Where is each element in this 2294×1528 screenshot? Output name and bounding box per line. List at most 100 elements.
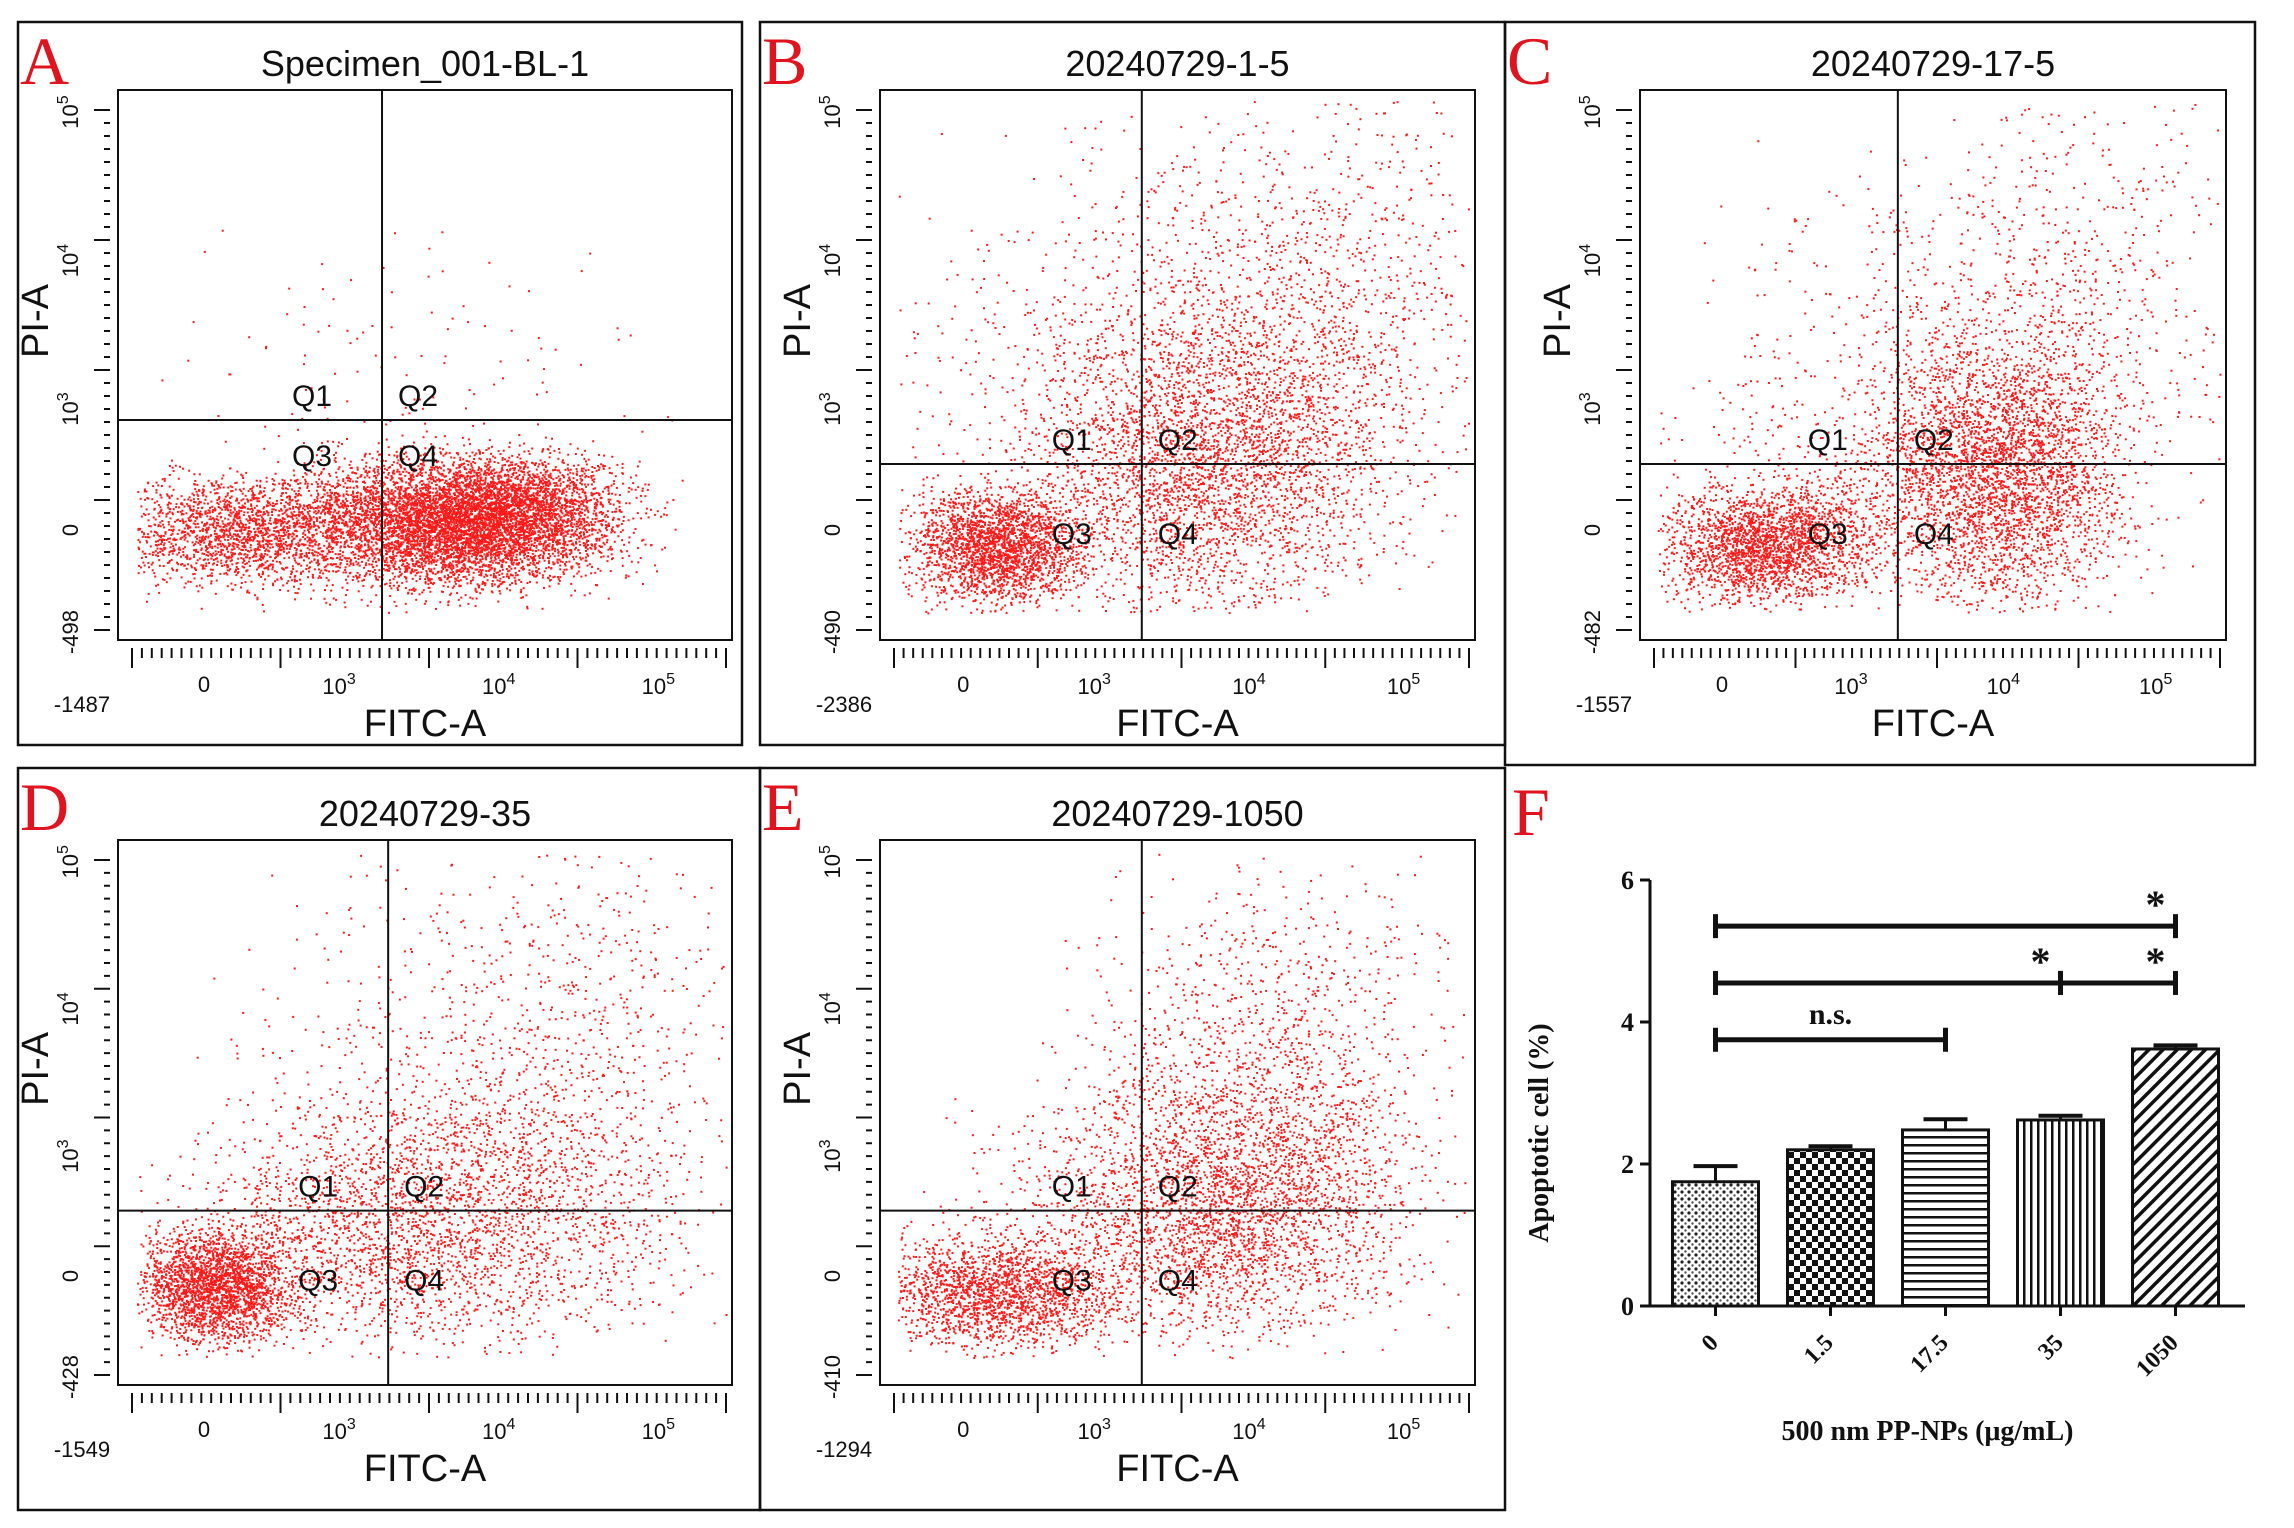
event-dot <box>355 574 358 577</box>
event-dot <box>220 483 223 486</box>
event-dot <box>322 550 325 553</box>
event-dot <box>386 536 389 539</box>
event-dot <box>388 535 391 538</box>
event-dot <box>388 515 391 518</box>
event-dot <box>607 597 610 600</box>
event-dot <box>285 531 288 534</box>
event-dot <box>523 539 526 542</box>
event-dot <box>570 594 573 597</box>
event-dot <box>317 552 320 554</box>
event-dot <box>281 487 284 490</box>
event-dot <box>304 480 307 483</box>
event-dot <box>444 523 447 526</box>
event-dot <box>329 494 332 497</box>
event-dot <box>373 529 376 532</box>
event-dot <box>471 597 474 600</box>
event-dot <box>223 505 226 508</box>
event-dot <box>285 544 288 547</box>
event-dot <box>149 545 152 548</box>
event-dot <box>440 571 443 574</box>
event-dot <box>209 515 212 518</box>
event-dot <box>240 499 243 502</box>
event-dot <box>277 553 280 556</box>
event-dot <box>350 494 353 497</box>
event-dot <box>358 513 361 516</box>
event-dot <box>455 467 458 470</box>
event-dot <box>334 515 336 518</box>
event-dot <box>442 585 445 588</box>
event-dot <box>280 576 282 579</box>
event-dot <box>447 566 450 569</box>
event-dot <box>391 572 394 575</box>
event-dot <box>341 532 344 535</box>
event-dot <box>295 530 298 533</box>
event-dot <box>334 509 337 512</box>
event-dot <box>210 518 213 521</box>
event-dot <box>262 544 265 547</box>
event-dot <box>309 505 312 508</box>
event-dot <box>156 547 159 550</box>
event-dot <box>376 450 379 453</box>
event-dot <box>310 583 313 586</box>
event-dot <box>382 481 385 484</box>
event-dot <box>428 474 430 477</box>
event-dot <box>484 462 487 465</box>
event-dot <box>260 530 263 532</box>
event-dot <box>529 580 531 583</box>
event-dot <box>377 468 380 471</box>
event-dot <box>206 575 209 577</box>
event-dot <box>313 521 315 524</box>
event-dot <box>234 482 237 485</box>
event-dot <box>275 544 278 547</box>
event-dot <box>258 548 261 551</box>
event-dot <box>341 443 343 446</box>
event-dot <box>471 469 474 472</box>
event-dot <box>566 467 569 470</box>
panel-letter: A <box>20 23 69 99</box>
event-dot <box>352 551 355 553</box>
event-dot <box>499 508 502 511</box>
event-dot <box>215 579 218 582</box>
event-dot <box>462 495 464 498</box>
event-dot <box>229 485 232 488</box>
event-dot <box>264 494 266 497</box>
event-dot <box>193 572 196 575</box>
event-dot <box>254 518 257 521</box>
event-dot <box>315 540 318 543</box>
event-dot <box>172 488 175 491</box>
event-dot <box>357 513 359 515</box>
event-dot <box>245 570 248 573</box>
event-dot <box>204 512 207 515</box>
event-dot <box>277 520 280 523</box>
event-dot <box>227 565 230 568</box>
event-dot <box>501 525 504 528</box>
event-dot <box>444 581 447 584</box>
event-dot <box>176 561 178 564</box>
event-dot <box>320 471 323 474</box>
event-dot <box>450 571 453 574</box>
event-dot <box>182 530 185 533</box>
event-dot <box>400 488 403 491</box>
event-dot <box>361 458 364 461</box>
event-dot <box>258 540 261 543</box>
event-dot <box>375 465 378 468</box>
event-dot <box>526 582 529 584</box>
event-dot <box>317 511 320 514</box>
event-dot <box>286 566 289 569</box>
event-dot <box>310 471 313 474</box>
event-dot <box>310 518 313 521</box>
event-dot <box>345 508 348 510</box>
event-dot <box>252 539 255 542</box>
event-dot <box>280 578 283 581</box>
event-dot <box>262 546 265 548</box>
event-dot <box>356 501 359 504</box>
event-dot <box>365 562 368 565</box>
event-dot <box>393 546 396 549</box>
event-dot <box>364 497 367 500</box>
event-dot <box>401 526 404 529</box>
event-dot <box>419 490 422 492</box>
event-dot <box>403 548 406 551</box>
event-dot <box>333 538 336 541</box>
event-dot <box>342 551 344 554</box>
event-dot <box>194 483 196 486</box>
